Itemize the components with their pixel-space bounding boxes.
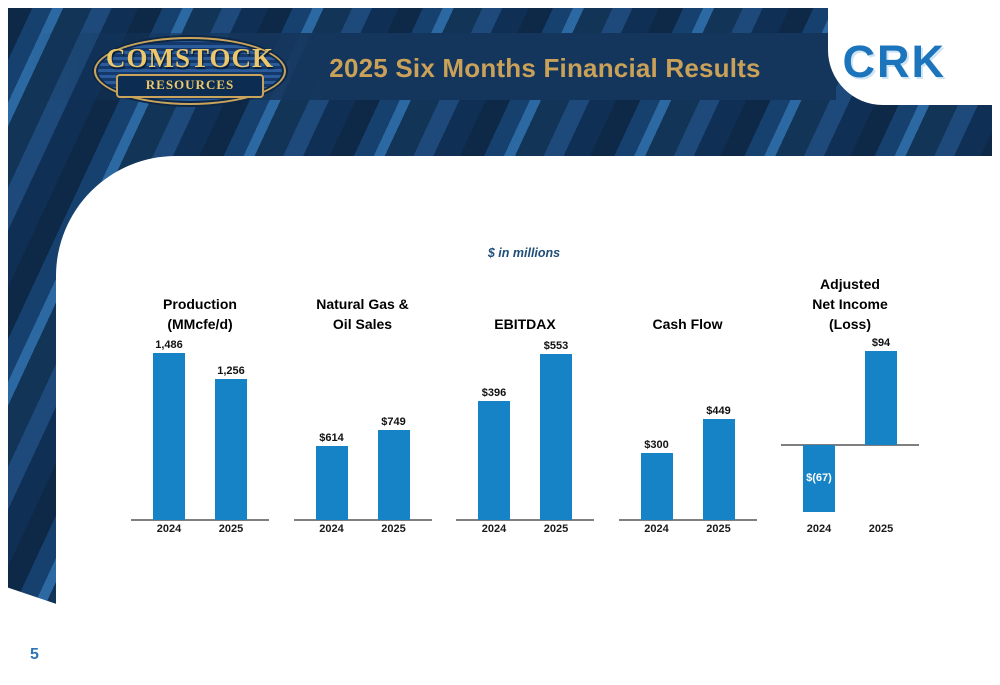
x-axis-labels: 2024 2025 [138, 523, 262, 535]
x-tick-label: 2024 [319, 523, 344, 535]
chart-title-line: Oil Sales [332, 316, 393, 332]
x-axis-line [293, 519, 432, 521]
bar-2024 [478, 401, 510, 520]
x-axis-labels: 2024 2025 [463, 523, 587, 535]
bar-slot: 1,256 [200, 340, 262, 520]
bar-value-label: $614 [319, 432, 344, 445]
comstock-logo: COMSTOCK RESOURCES [94, 37, 286, 105]
chart-title-line: (Loss) [829, 316, 871, 332]
chart-title-line: Natural Gas & [316, 296, 409, 312]
x-axis-labels: 2024 2025 [301, 523, 425, 535]
top-right-corner [828, 8, 992, 105]
chart-plot: $(67) $94 [781, 337, 919, 520]
chart-title-line: Net Income [812, 296, 888, 312]
bar-slot: $300 [626, 340, 688, 520]
bar-2025 [215, 378, 247, 520]
bar-value-label: 1,486 [155, 338, 183, 351]
x-tick-label: 2024 [644, 523, 669, 535]
chart-title: Production (MMcfe/d) [130, 272, 270, 340]
chart-5: Adjusted Net Income (Loss) $(67) $94 2024 2025 [780, 272, 920, 535]
bar-slot: $553 [525, 340, 587, 520]
bar-2025 [702, 418, 735, 520]
crk-logo: CRK [842, 36, 946, 87]
bar-slots: $614 $749 [301, 340, 425, 520]
bar-value-label: $553 [543, 340, 569, 353]
chart-title-line: Production [163, 296, 237, 312]
chart-title-line: Cash Flow [652, 316, 723, 332]
chart-2: Natural Gas & Oil Sales $614 $749 2024 2025 [293, 272, 433, 535]
bar-slots: $300 $449 [626, 340, 750, 520]
chart-4: Cash Flow $300 $449 2024 2025 [618, 272, 758, 535]
x-axis-labels: 2024 2025 [788, 523, 912, 535]
chart-plot: $396 $553 [456, 340, 594, 521]
units-note: $ in millions [487, 246, 561, 260]
bar-slots: 1,486 1,256 [138, 338, 262, 520]
x-axis-line [618, 519, 757, 521]
x-axis-line [456, 519, 594, 521]
bar-slots: $396 $553 [463, 340, 587, 520]
bar-2024 [153, 352, 185, 520]
bar-value-label: $396 [481, 387, 507, 400]
bar-2025 [865, 351, 897, 445]
bar-slot: $749 [363, 340, 425, 520]
x-tick-label: 2025 [381, 523, 406, 535]
x-tick-label: 2024 [806, 523, 832, 535]
x-tick-label: 2025 [868, 523, 894, 535]
chart-plot: $300 $449 [618, 340, 757, 521]
bar-value-label: $(67) [806, 471, 832, 484]
x-axis-labels: 2024 2025 [626, 523, 750, 535]
x-axis-line [131, 519, 269, 521]
bar-slot: $449 [688, 340, 750, 520]
x-tick-label: 2025 [706, 523, 731, 535]
bar-slot: $(67) [788, 340, 850, 520]
bar-value-label: $300 [644, 438, 669, 451]
chart-title-line: (MMcfe/d) [167, 316, 233, 332]
chart-title: Cash Flow [618, 272, 758, 340]
comstock-logo-oval: COMSTOCK RESOURCES [94, 37, 286, 105]
bar-2024 [640, 452, 673, 520]
comstock-logo-text: COMSTOCK [105, 43, 275, 73]
content-panel [56, 156, 992, 677]
comstock-logo-banner: RESOURCES [116, 74, 264, 98]
chart-3: EBITDAX $396 $553 2024 2025 [455, 272, 595, 535]
bar-value-label: 1,256 [217, 364, 245, 377]
bar-slot: $94 [850, 337, 912, 520]
page-number: 5 [30, 646, 39, 663]
chart-title: Natural Gas & Oil Sales [293, 272, 433, 340]
bar-slot: $396 [463, 340, 525, 520]
chart-plot: $614 $749 [293, 340, 432, 521]
bar-value-label: $449 [706, 404, 731, 417]
bar-2024 [315, 446, 348, 520]
x-tick-label: 2025 [218, 523, 244, 535]
chart-title: Adjusted Net Income (Loss) [780, 272, 920, 340]
chart-title-line: Adjusted [820, 276, 880, 292]
chart-title-line: EBITDAX [494, 316, 556, 332]
slide-title: 2025 Six Months Financial Results [329, 53, 761, 83]
x-tick-label: 2025 [543, 523, 569, 535]
chart-plot: 1,486 1,256 [131, 338, 269, 521]
bar-value-label: $94 [871, 337, 891, 349]
bar-slots: $(67) $94 [788, 337, 912, 520]
charts-row: Production (MMcfe/d) 1,486 1,256 2024 2025 Nat… [130, 272, 920, 535]
bar-2024 [803, 445, 835, 512]
chart-1: Production (MMcfe/d) 1,486 1,256 2024 2025 [130, 272, 270, 535]
bar-slot: $614 [301, 340, 363, 520]
x-axis-line [781, 444, 919, 446]
x-tick-label: 2024 [156, 523, 182, 535]
bar-2025 [377, 430, 410, 520]
bar-slot: 1,486 [138, 338, 200, 520]
bar-value-label: $749 [381, 416, 406, 429]
chart-title: EBITDAX [455, 272, 595, 340]
bar-2025 [540, 354, 572, 520]
x-tick-label: 2024 [481, 523, 507, 535]
